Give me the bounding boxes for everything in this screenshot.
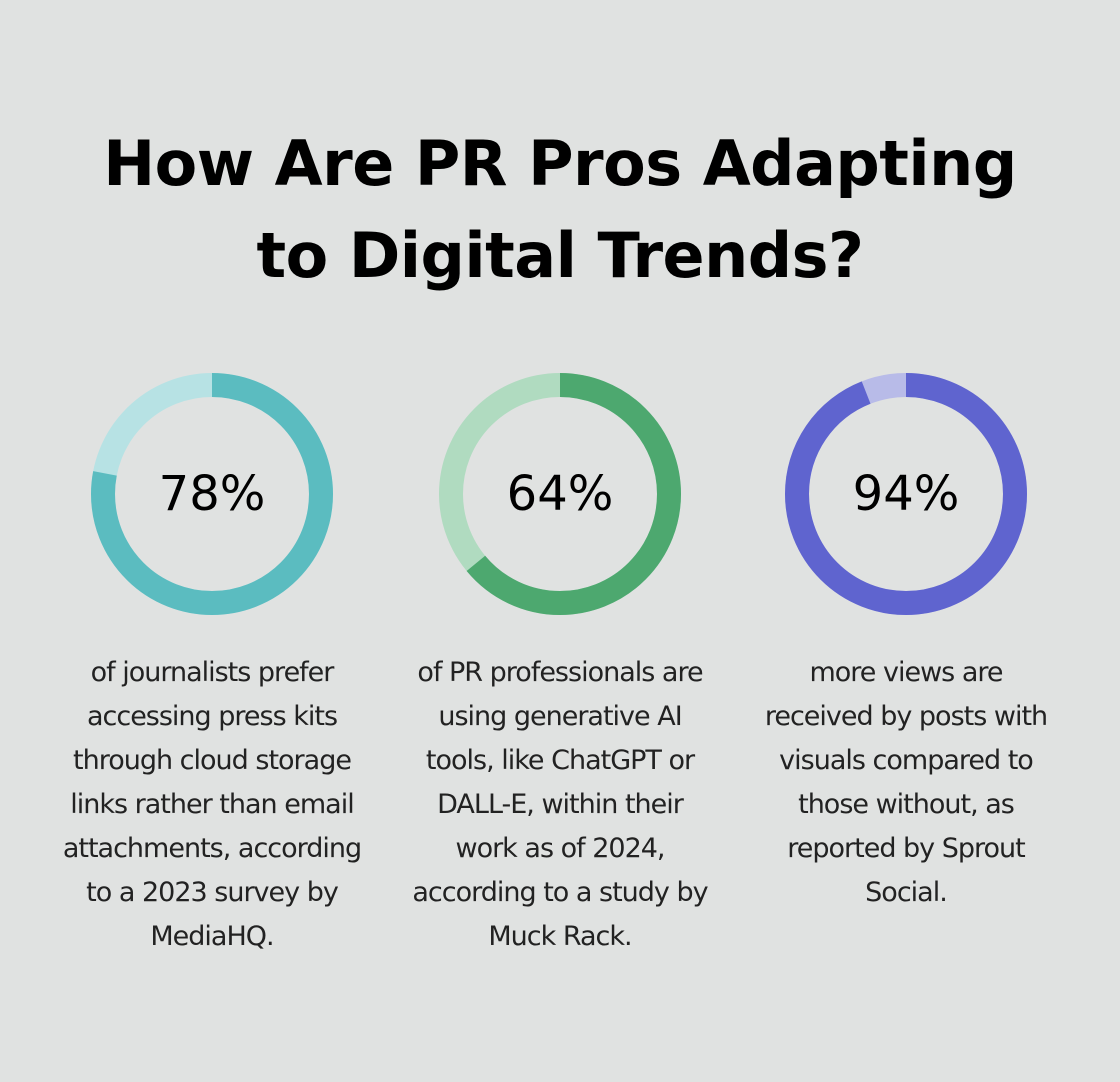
donut-ring [785, 373, 1027, 615]
stat-value: 94% [852, 466, 960, 522]
stat-value: 78% [158, 466, 266, 522]
donut-ring [439, 373, 681, 615]
donut-chart: 64% [439, 373, 681, 615]
stat-pr-generative-ai: 64% of PR professionals are using genera… [410, 373, 710, 959]
stat-description: of journalists prefer accessing press ki… [62, 657, 362, 952]
donut-chart: 94% [785, 373, 1027, 615]
title-line-2: to Digital Trends? [256, 219, 864, 292]
stat-value: 64% [506, 466, 614, 522]
donut-chart: 78% [91, 373, 333, 615]
page-title: How Are PR Pros Adapting to Digital Tren… [0, 118, 1120, 302]
stat-journalists-cloud-links: 78% of journalists prefer accessing pres… [62, 373, 362, 959]
stat-visual-posts-views: 94% more views are received by posts wit… [756, 373, 1056, 915]
stat-description: of PR professionals are using generative… [412, 657, 708, 952]
title-line-1: How Are PR Pros Adapting [103, 127, 1017, 200]
donut-ring [91, 373, 333, 615]
stat-description: more views are received by posts with vi… [764, 657, 1048, 908]
